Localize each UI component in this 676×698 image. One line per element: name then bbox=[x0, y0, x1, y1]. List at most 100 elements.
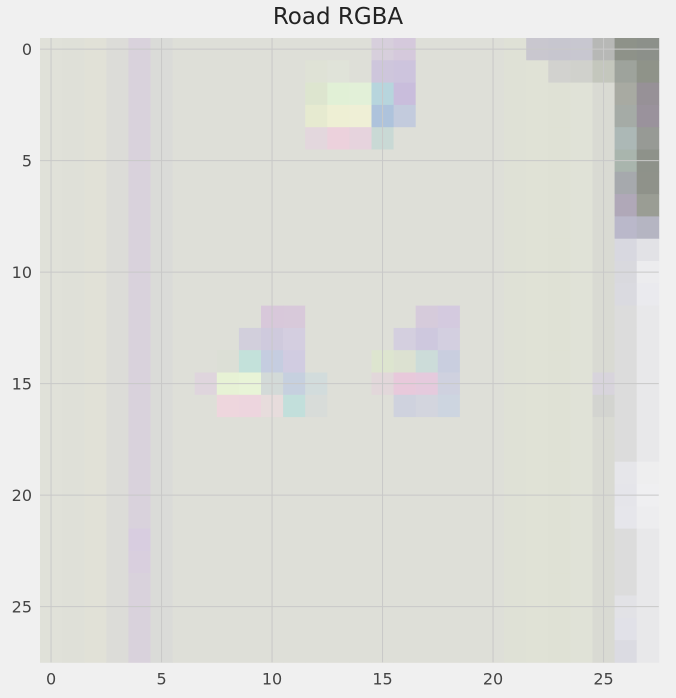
heatmap-cell bbox=[636, 461, 660, 485]
heatmap-cell bbox=[614, 283, 638, 306]
heatmap-cell bbox=[238, 327, 262, 351]
heatmap-cell bbox=[504, 216, 527, 240]
heatmap-cell bbox=[614, 305, 638, 329]
y-tick-label: 25 bbox=[12, 598, 32, 617]
heatmap-cell bbox=[327, 506, 350, 529]
heatmap-cell bbox=[62, 238, 85, 262]
heatmap-cell bbox=[415, 104, 439, 128]
heatmap-cell bbox=[504, 194, 527, 217]
heatmap-cell bbox=[526, 550, 549, 574]
heatmap-cell bbox=[62, 528, 85, 552]
heatmap-cell bbox=[62, 550, 85, 574]
heatmap-cell bbox=[305, 640, 328, 663]
heatmap-cell bbox=[437, 171, 461, 195]
heatmap-cell bbox=[437, 439, 461, 463]
heatmap-cell bbox=[459, 194, 483, 217]
heatmap-cell bbox=[548, 506, 571, 529]
heatmap-cell bbox=[238, 305, 262, 329]
heatmap-cell bbox=[349, 60, 372, 83]
heatmap-cell bbox=[106, 439, 129, 463]
heatmap-cell bbox=[216, 127, 240, 150]
heatmap-cell bbox=[526, 640, 549, 663]
heatmap-cell bbox=[504, 528, 527, 552]
heatmap-cell bbox=[393, 305, 417, 329]
heatmap-cell bbox=[393, 171, 417, 195]
heatmap-cell bbox=[128, 617, 151, 641]
heatmap-cell bbox=[526, 216, 549, 240]
heatmap-cell bbox=[459, 60, 483, 83]
heatmap-cell bbox=[172, 283, 196, 306]
heatmap-cell bbox=[238, 238, 262, 262]
heatmap-cell bbox=[305, 350, 328, 373]
heatmap-cell bbox=[106, 573, 129, 596]
gridlines bbox=[40, 38, 659, 663]
heatmap-cell bbox=[283, 82, 306, 106]
heatmap-cell bbox=[216, 417, 240, 440]
heatmap-cell bbox=[194, 640, 218, 663]
heatmap-cell bbox=[283, 327, 306, 351]
heatmap-cell bbox=[636, 439, 660, 463]
heatmap-cell bbox=[636, 394, 660, 418]
heatmap-cell bbox=[349, 238, 372, 262]
heatmap-cell bbox=[128, 640, 151, 663]
heatmap-cell bbox=[437, 461, 461, 485]
heatmap-cell bbox=[84, 439, 107, 463]
heatmap-cell bbox=[305, 394, 328, 418]
heatmap-cell bbox=[84, 617, 107, 641]
heatmap-cell bbox=[106, 350, 129, 373]
heatmap-cell bbox=[459, 82, 483, 106]
heatmap-cell bbox=[415, 283, 439, 306]
heatmap-cell bbox=[526, 127, 549, 150]
heatmap-cell bbox=[393, 238, 417, 262]
heatmap-cell bbox=[172, 171, 196, 195]
heatmap-cell bbox=[459, 350, 483, 373]
heatmap-cell bbox=[305, 127, 328, 150]
heatmap-cell bbox=[437, 127, 461, 150]
heatmap-cell bbox=[305, 506, 328, 529]
heatmap-cell bbox=[194, 171, 218, 195]
heatmap-cell bbox=[327, 461, 350, 485]
heatmap-cell bbox=[327, 82, 350, 106]
heatmap-cell bbox=[216, 394, 240, 418]
heatmap-cell bbox=[614, 350, 638, 373]
heatmap-cell bbox=[548, 305, 571, 329]
heatmap-cell bbox=[194, 283, 218, 306]
heatmap-cell bbox=[194, 617, 218, 641]
heatmap-cell bbox=[459, 417, 483, 440]
heatmap-cell bbox=[283, 60, 306, 83]
heatmap-cell bbox=[106, 171, 129, 195]
heatmap-cell bbox=[194, 573, 218, 596]
heatmap-cell bbox=[216, 350, 240, 373]
heatmap-cell bbox=[84, 283, 107, 306]
heatmap-cell bbox=[437, 238, 461, 262]
heatmap-cell bbox=[216, 82, 240, 106]
heatmap-cell bbox=[349, 640, 372, 663]
heatmap-cell bbox=[62, 82, 85, 106]
heatmap-cell bbox=[415, 60, 439, 83]
heatmap-cell bbox=[172, 82, 196, 106]
y-tick-label: 0 bbox=[22, 40, 32, 59]
heatmap-cell bbox=[194, 439, 218, 463]
heatmap-cell bbox=[526, 283, 549, 306]
heatmap-cell bbox=[349, 461, 372, 485]
heatmap-cell bbox=[238, 573, 262, 596]
heatmap-cell bbox=[614, 104, 638, 128]
heatmap-cell bbox=[194, 417, 218, 440]
heatmap-cell bbox=[636, 104, 660, 128]
heatmap-cell bbox=[84, 194, 107, 217]
heatmap-cell bbox=[459, 617, 483, 641]
heatmap-cell bbox=[415, 238, 439, 262]
heatmap-cell bbox=[238, 640, 262, 663]
heatmap-cell bbox=[106, 617, 129, 641]
heatmap-cell bbox=[216, 305, 240, 329]
heatmap-cell bbox=[548, 617, 571, 641]
heatmap-cell bbox=[106, 127, 129, 150]
heatmap-cell bbox=[437, 305, 461, 329]
heatmap-cell bbox=[415, 305, 439, 329]
heatmap-cell bbox=[62, 617, 85, 641]
heatmap-cell bbox=[216, 640, 240, 663]
heatmap-cell bbox=[636, 550, 660, 574]
y-tick-label: 10 bbox=[12, 263, 32, 282]
heatmap-cell bbox=[128, 394, 151, 418]
heatmap-cell bbox=[327, 60, 350, 83]
